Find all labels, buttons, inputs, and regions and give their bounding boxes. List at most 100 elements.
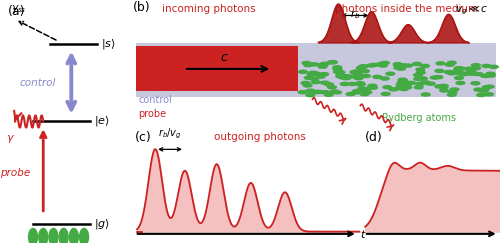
Circle shape (304, 64, 312, 67)
Circle shape (420, 64, 430, 68)
Text: photons inside the medium: photons inside the medium (334, 4, 478, 14)
Circle shape (446, 63, 454, 66)
Circle shape (333, 68, 342, 71)
Circle shape (448, 93, 456, 96)
Circle shape (482, 64, 491, 68)
Circle shape (470, 72, 479, 75)
Circle shape (312, 81, 320, 84)
Circle shape (310, 63, 318, 66)
Circle shape (454, 76, 464, 79)
Circle shape (324, 83, 334, 86)
Circle shape (414, 73, 422, 77)
Text: incoming photons: incoming photons (162, 4, 256, 14)
Circle shape (484, 93, 494, 96)
Circle shape (321, 91, 330, 94)
Circle shape (362, 74, 370, 78)
Circle shape (324, 93, 333, 96)
Circle shape (386, 72, 395, 75)
Text: probe: probe (0, 167, 30, 178)
Circle shape (439, 86, 448, 89)
Circle shape (363, 91, 372, 94)
Text: $|s\rangle$: $|s\rangle$ (100, 37, 116, 51)
Circle shape (39, 228, 48, 243)
Text: $v_g \ll c$: $v_g \ll c$ (456, 4, 489, 17)
Circle shape (416, 71, 425, 74)
Circle shape (486, 72, 495, 75)
Bar (136, 46, 298, 91)
Circle shape (342, 77, 350, 80)
Circle shape (435, 85, 444, 88)
Circle shape (466, 67, 474, 70)
Circle shape (312, 72, 320, 75)
Circle shape (398, 78, 407, 81)
Circle shape (448, 72, 456, 75)
Circle shape (444, 70, 453, 74)
Circle shape (332, 91, 342, 94)
Circle shape (398, 81, 406, 84)
Circle shape (476, 94, 486, 96)
Circle shape (28, 228, 38, 243)
Text: (c): (c) (135, 131, 152, 144)
Circle shape (460, 73, 468, 76)
Circle shape (486, 74, 495, 77)
Circle shape (466, 68, 474, 71)
Circle shape (416, 68, 424, 71)
Circle shape (320, 73, 328, 76)
Circle shape (304, 76, 313, 79)
Circle shape (404, 64, 412, 67)
Circle shape (352, 70, 360, 73)
Text: (d): (d) (365, 131, 383, 144)
Circle shape (439, 84, 448, 87)
Text: (b): (b) (132, 1, 150, 14)
Circle shape (350, 70, 359, 74)
Circle shape (352, 91, 360, 94)
Circle shape (302, 61, 311, 65)
Circle shape (368, 84, 377, 87)
Circle shape (389, 88, 398, 91)
Circle shape (306, 94, 315, 97)
Circle shape (465, 72, 473, 75)
Circle shape (318, 63, 328, 66)
Circle shape (358, 69, 366, 73)
Circle shape (318, 65, 327, 68)
Circle shape (396, 83, 405, 86)
Text: $\gamma$: $\gamma$ (6, 132, 16, 145)
Circle shape (360, 69, 370, 73)
Circle shape (450, 88, 459, 91)
Circle shape (436, 62, 445, 65)
Circle shape (346, 93, 355, 95)
Circle shape (373, 75, 382, 78)
Circle shape (380, 77, 389, 80)
Circle shape (307, 73, 316, 76)
Circle shape (301, 81, 310, 85)
Text: outgoing photons: outgoing photons (214, 132, 306, 142)
Circle shape (474, 88, 482, 91)
Circle shape (412, 62, 422, 65)
Circle shape (399, 79, 408, 83)
Circle shape (333, 66, 342, 69)
Circle shape (456, 67, 466, 70)
Circle shape (454, 72, 464, 75)
Circle shape (298, 70, 308, 73)
Text: $r_b$: $r_b$ (350, 8, 360, 20)
Circle shape (334, 70, 342, 73)
Circle shape (356, 66, 366, 69)
Circle shape (336, 71, 344, 75)
Circle shape (418, 77, 428, 80)
Circle shape (354, 77, 363, 80)
Circle shape (456, 81, 465, 85)
Circle shape (378, 64, 388, 67)
Circle shape (354, 73, 362, 76)
Circle shape (395, 87, 404, 90)
Circle shape (356, 82, 364, 85)
Circle shape (434, 76, 443, 79)
Circle shape (306, 89, 315, 92)
Text: $r_b/v_g$: $r_b/v_g$ (158, 127, 182, 141)
Circle shape (406, 81, 416, 85)
Circle shape (360, 93, 369, 96)
Circle shape (298, 91, 307, 94)
Circle shape (314, 90, 323, 94)
Circle shape (358, 65, 367, 68)
Circle shape (336, 75, 344, 78)
Circle shape (414, 77, 422, 80)
